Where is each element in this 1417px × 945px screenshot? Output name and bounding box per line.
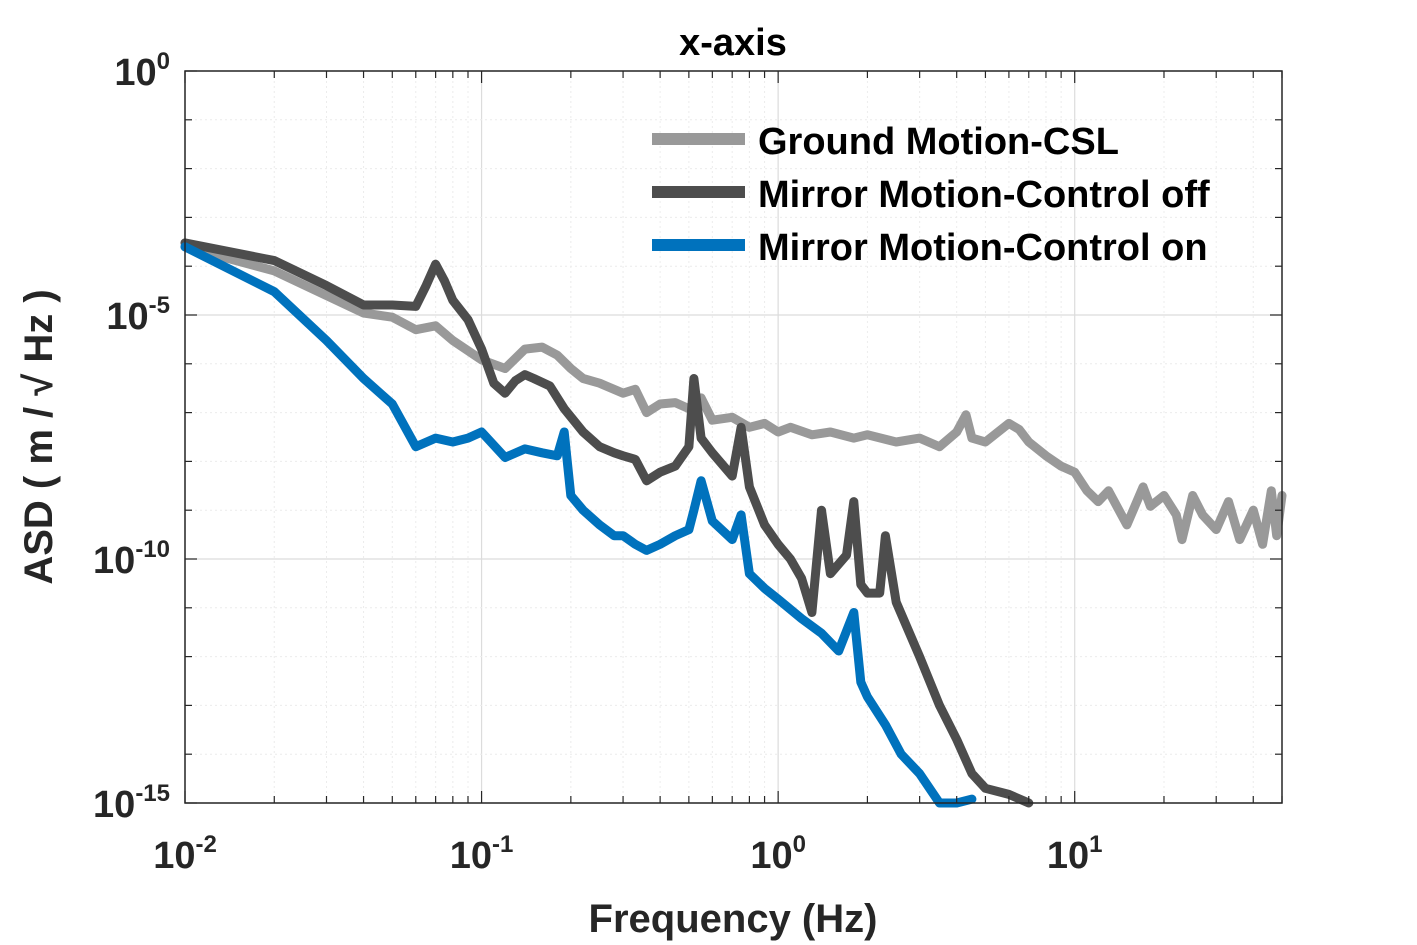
series-line-2 (180, 242, 977, 808)
x-tick-labels: 10-2 10-1 100 101 (153, 831, 1102, 877)
series-line-1 (180, 238, 1034, 808)
x-tick-label: 100 (750, 831, 806, 877)
axes-box (184, 70, 1283, 804)
legend-label-ground-motion: Ground Motion-CSL (758, 121, 1119, 163)
axis-ticks (184, 70, 1283, 804)
chart-title: x-axis (679, 22, 787, 64)
legend: Ground Motion-CSL Mirror Motion-Control … (652, 121, 1210, 269)
legend-label-control-off: Mirror Motion-Control off (758, 174, 1210, 216)
y-tick-label: 10-15 (93, 780, 170, 826)
x-tick-label: 10-2 (153, 831, 217, 877)
x-axis-title: Frequency (Hz) (589, 897, 878, 941)
series-line-0 (180, 242, 1287, 549)
y-tick-label: 10-5 (106, 292, 170, 338)
legend-label-control-on: Mirror Motion-Control on (758, 227, 1208, 269)
y-tick-labels: 100 10-5 10-10 10-15 (93, 48, 170, 826)
x-tick-label: 10-1 (450, 831, 514, 877)
series-layer (180, 238, 1287, 808)
y-axis-title: ASD ( m / √ Hz ) (17, 289, 61, 584)
y-tick-label: 10-10 (93, 536, 170, 582)
y-tick-label: 100 (114, 48, 170, 94)
x-tick-label: 101 (1047, 831, 1103, 877)
